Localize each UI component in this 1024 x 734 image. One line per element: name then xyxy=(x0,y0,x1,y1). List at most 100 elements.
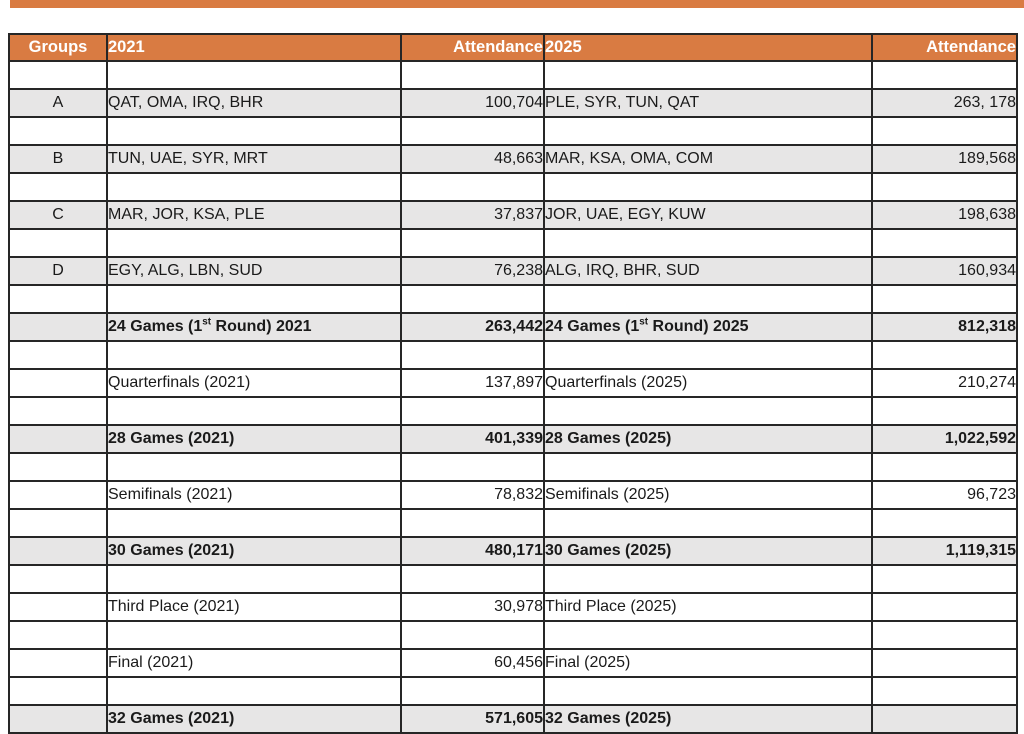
spacer-cell xyxy=(543,284,873,314)
spacer-cell xyxy=(871,676,1018,706)
spacer-cell xyxy=(106,396,402,426)
spacer-cell xyxy=(400,284,545,314)
spacer-cell xyxy=(8,452,108,482)
spacer-cell xyxy=(543,508,873,538)
spacer-cell xyxy=(106,340,402,370)
spacer-cell xyxy=(400,396,545,426)
ordinal-superscript: st xyxy=(639,316,649,328)
spacer-cell xyxy=(871,340,1018,370)
label-2025-cell: 28 Games (2025) xyxy=(543,424,873,454)
group-cell xyxy=(8,480,108,510)
attendance-2021-cell: 78,832 xyxy=(400,480,545,510)
label-2021-cell: 24 Games (1st Round) 2021 xyxy=(106,312,402,342)
label-2025-cell: Quarterfinals (2025) xyxy=(543,368,873,398)
spacer-row xyxy=(8,620,1018,650)
spacer-cell xyxy=(871,620,1018,650)
table-row: B TUN, UAE, SYR, MRT 48,663 MAR, KSA, OMA, … xyxy=(8,144,1018,174)
spacer-cell xyxy=(871,116,1018,146)
table-row: Semifinals (2021) 78,832 Semifinals (2025)… xyxy=(8,480,1018,510)
spacer-cell xyxy=(871,452,1018,482)
attendance-2021-cell: 76,238 xyxy=(400,256,545,286)
spacer-cell xyxy=(106,172,402,202)
spacer-cell xyxy=(871,396,1018,426)
spacer-row xyxy=(8,452,1018,482)
spacer-row xyxy=(8,564,1018,594)
attendance-2025-cell: 210,274 xyxy=(871,368,1018,398)
spacer-cell xyxy=(106,564,402,594)
attendance-2025-cell: 1,022,592 xyxy=(871,424,1018,454)
table-row: Quarterfinals (2021) 137,897 Quarterfinals… xyxy=(8,368,1018,398)
attendance-comparison-table: Groups 2021 Attendance 2025 Attendance A… xyxy=(8,33,1018,734)
attendance-2025-cell: 263, 178 xyxy=(871,88,1018,118)
table-row: A QAT, OMA, IRQ, BHR 100,704 PLE, SYR, TUN,… xyxy=(8,88,1018,118)
spacer-cell xyxy=(106,116,402,146)
label-2025-cell: Semifinals (2025) xyxy=(543,480,873,510)
group-cell: C xyxy=(8,200,108,230)
spacer-row xyxy=(8,340,1018,370)
spacer-cell xyxy=(106,284,402,314)
spacer-cell xyxy=(871,172,1018,202)
label-2021-cell: QAT, OMA, IRQ, BHR xyxy=(106,88,402,118)
label-2021-cell: 32 Games (2021) xyxy=(106,704,402,734)
spacer-cell xyxy=(543,228,873,258)
spacer-cell xyxy=(400,172,545,202)
spacer-cell xyxy=(400,676,545,706)
spacer-cell xyxy=(400,60,545,90)
label-2025-cell: 32 Games (2025) xyxy=(543,704,873,734)
spacer-cell xyxy=(8,172,108,202)
spacer-cell xyxy=(400,564,545,594)
attendance-2021-cell: 263,442 xyxy=(400,312,545,342)
label-2021-cell: MAR, JOR, KSA, PLE xyxy=(106,200,402,230)
header-cell-attendance-2025: Attendance xyxy=(871,33,1018,62)
spacer-cell xyxy=(8,396,108,426)
group-cell xyxy=(8,704,108,734)
table-row: Final (2021) 60,456 Final (2025) xyxy=(8,648,1018,678)
attendance-2021-cell: 137,897 xyxy=(400,368,545,398)
spacer-cell xyxy=(400,340,545,370)
spacer-cell xyxy=(106,452,402,482)
attendance-2021-cell: 401,339 xyxy=(400,424,545,454)
attendance-2021-cell: 571,605 xyxy=(400,704,545,734)
label-2021-cell: 28 Games (2021) xyxy=(106,424,402,454)
label-2025-cell: Third Place (2025) xyxy=(543,592,873,622)
ordinal-superscript: st xyxy=(202,316,212,328)
table-row: 32 Games (2021) 571,605 32 Games (2025) xyxy=(8,704,1018,734)
label-2021-cell: Third Place (2021) xyxy=(106,592,402,622)
header-cell-2021: 2021 xyxy=(106,33,402,62)
spacer-cell xyxy=(400,452,545,482)
group-cell xyxy=(8,536,108,566)
spacer-cell xyxy=(106,676,402,706)
header-cell-groups: Groups xyxy=(8,33,108,62)
group-cell: A xyxy=(8,88,108,118)
label-2021-cell: Final (2021) xyxy=(106,648,402,678)
spacer-cell xyxy=(106,508,402,538)
attendance-2021-cell: 60,456 xyxy=(400,648,545,678)
label-2025-cell: ALG, IRQ, BHR, SUD xyxy=(543,256,873,286)
group-cell xyxy=(8,648,108,678)
spacer-cell xyxy=(871,228,1018,258)
header-cell-attendance-2021: Attendance xyxy=(400,33,545,62)
attendance-2025-cell: 96,723 xyxy=(871,480,1018,510)
spacer-row xyxy=(8,676,1018,706)
spacer-cell xyxy=(8,620,108,650)
label-2025-cell: 24 Games (1st Round) 2025 xyxy=(543,312,873,342)
spacer-row xyxy=(8,228,1018,258)
spacer-cell xyxy=(543,452,873,482)
spacer-cell xyxy=(543,60,873,90)
spacer-cell xyxy=(543,564,873,594)
attendance-2021-cell: 48,663 xyxy=(400,144,545,174)
group-cell xyxy=(8,312,108,342)
label-2025-cell: Final (2025) xyxy=(543,648,873,678)
label-2025-cell: 30 Games (2025) xyxy=(543,536,873,566)
attendance-2025-cell xyxy=(871,648,1018,678)
attendance-2021-cell: 480,171 xyxy=(400,536,545,566)
attendance-2025-cell: 198,638 xyxy=(871,200,1018,230)
spacer-cell xyxy=(8,564,108,594)
top-accent-bar xyxy=(10,0,1024,8)
table-row: 28 Games (2021) 401,339 28 Games (2025) 1,0… xyxy=(8,424,1018,454)
label-2025-cell: JOR, UAE, EGY, KUW xyxy=(543,200,873,230)
spacer-cell xyxy=(400,116,545,146)
label-2021-cell: 30 Games (2021) xyxy=(106,536,402,566)
label-2021-cell: TUN, UAE, SYR, MRT xyxy=(106,144,402,174)
label-2021-cell: Semifinals (2021) xyxy=(106,480,402,510)
